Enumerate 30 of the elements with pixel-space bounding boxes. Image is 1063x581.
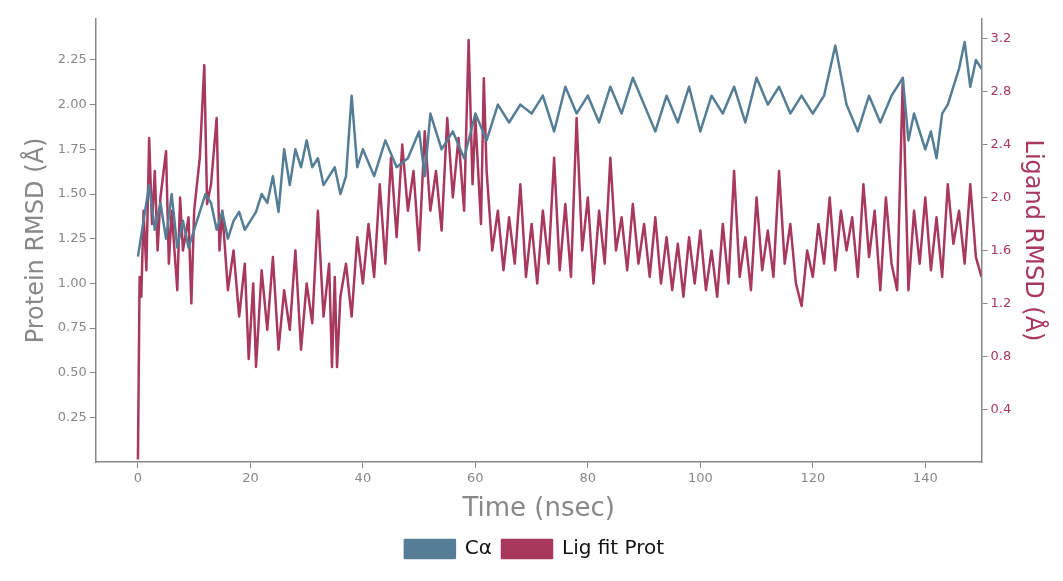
legend-label: Lig fit Prot [562, 535, 665, 560]
y2-axis-title: Ligand RMSD (Å) [1020, 139, 1050, 342]
y2-tick-label: 0.8 [990, 347, 1012, 363]
y2-tick-label: 1.6 [990, 241, 1012, 257]
y2-tick-label: 2.8 [990, 82, 1012, 98]
x-tick-label: 40 [354, 470, 372, 486]
y2-tick-label: 0.4 [990, 400, 1012, 416]
y-tick-label: 1.25 [57, 230, 87, 246]
y-tick-label: 1.00 [57, 274, 87, 290]
x-tick-label: 140 [912, 470, 938, 486]
y2-tick-label: 1.2 [990, 294, 1012, 310]
y2-tick-label: 2.4 [990, 135, 1012, 151]
x-tick-label: 20 [242, 470, 259, 486]
y-tick-label: 2.25 [57, 51, 87, 67]
y-tick-label: 2.00 [57, 95, 87, 111]
y-tick-label: 1.75 [57, 140, 87, 156]
x-axis-title: Time (nsec) [461, 492, 615, 523]
x-tick-label: 120 [800, 470, 826, 486]
x-tick-label: 80 [579, 470, 597, 486]
y-tick-label: 1.50 [57, 185, 87, 201]
x-tick-label: 100 [687, 470, 713, 486]
legend-label: Cα [464, 535, 493, 560]
y-tick-label: 0.50 [57, 364, 87, 380]
y2-tick-label: 2.0 [990, 188, 1012, 204]
y-axis-title: Protein RMSD (Å) [19, 137, 49, 344]
y-tick-label: 0.75 [57, 319, 87, 335]
y-tick-label: 0.25 [57, 408, 87, 424]
x-tick-label: 0 [133, 470, 143, 486]
y2-tick-label: 3.2 [990, 30, 1012, 46]
x-tick-label: 60 [467, 470, 484, 486]
